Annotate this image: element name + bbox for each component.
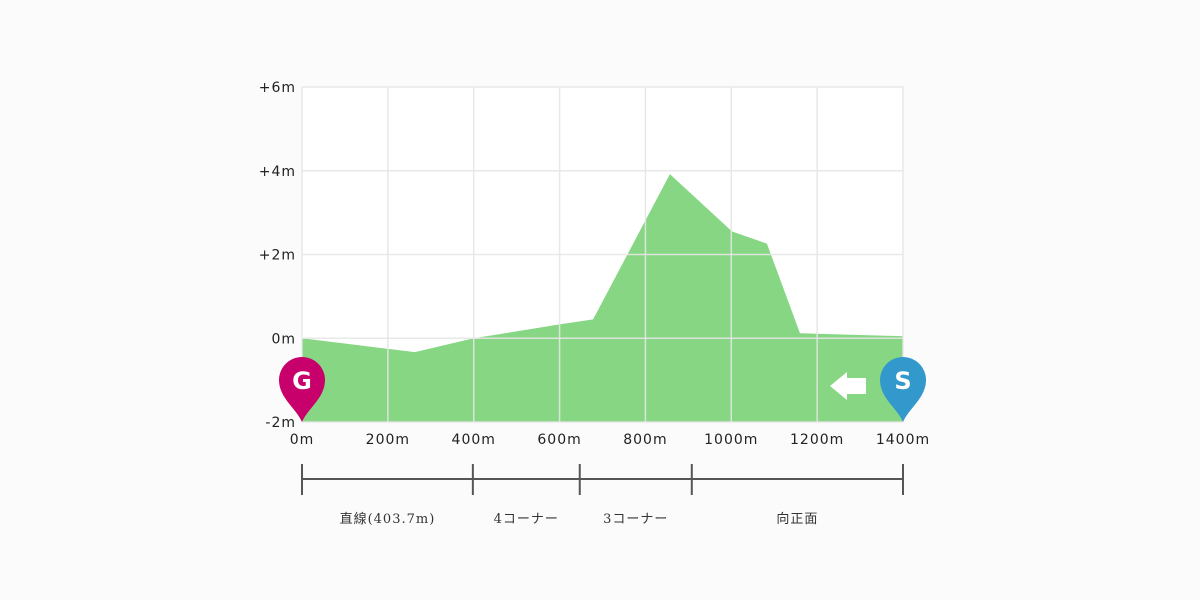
y-tick-label: +6m bbox=[259, 80, 296, 96]
x-tick-label: 1200m bbox=[790, 432, 844, 448]
start-marker-icon bbox=[880, 357, 926, 422]
elevation-area bbox=[302, 174, 903, 422]
x-tick-label: 1400m bbox=[876, 432, 930, 448]
x-tick-label: 0m bbox=[290, 432, 315, 448]
x-tick-label: 1000m bbox=[704, 432, 758, 448]
y-tick-label: -2m bbox=[265, 415, 296, 431]
section-label: 直線(403.7m) bbox=[340, 511, 436, 527]
x-tick-label: 400m bbox=[452, 432, 496, 448]
y-tick-label: +2m bbox=[259, 248, 296, 264]
section-label: 向正面 bbox=[776, 511, 818, 527]
y-tick-label: 0m bbox=[271, 331, 296, 347]
x-tick-label: 200m bbox=[366, 432, 410, 448]
goal-marker-icon bbox=[279, 357, 325, 422]
arrow-left-icon bbox=[830, 372, 866, 400]
start-marker-label: S bbox=[894, 367, 911, 395]
x-tick-label: 600m bbox=[537, 432, 581, 448]
y-tick-label: +4m bbox=[259, 164, 296, 180]
x-tick-label: 800m bbox=[623, 432, 667, 448]
section-label: 3コーナー bbox=[603, 512, 668, 527]
goal-marker-label: G bbox=[292, 367, 312, 395]
section-label: 4コーナー bbox=[494, 512, 559, 527]
